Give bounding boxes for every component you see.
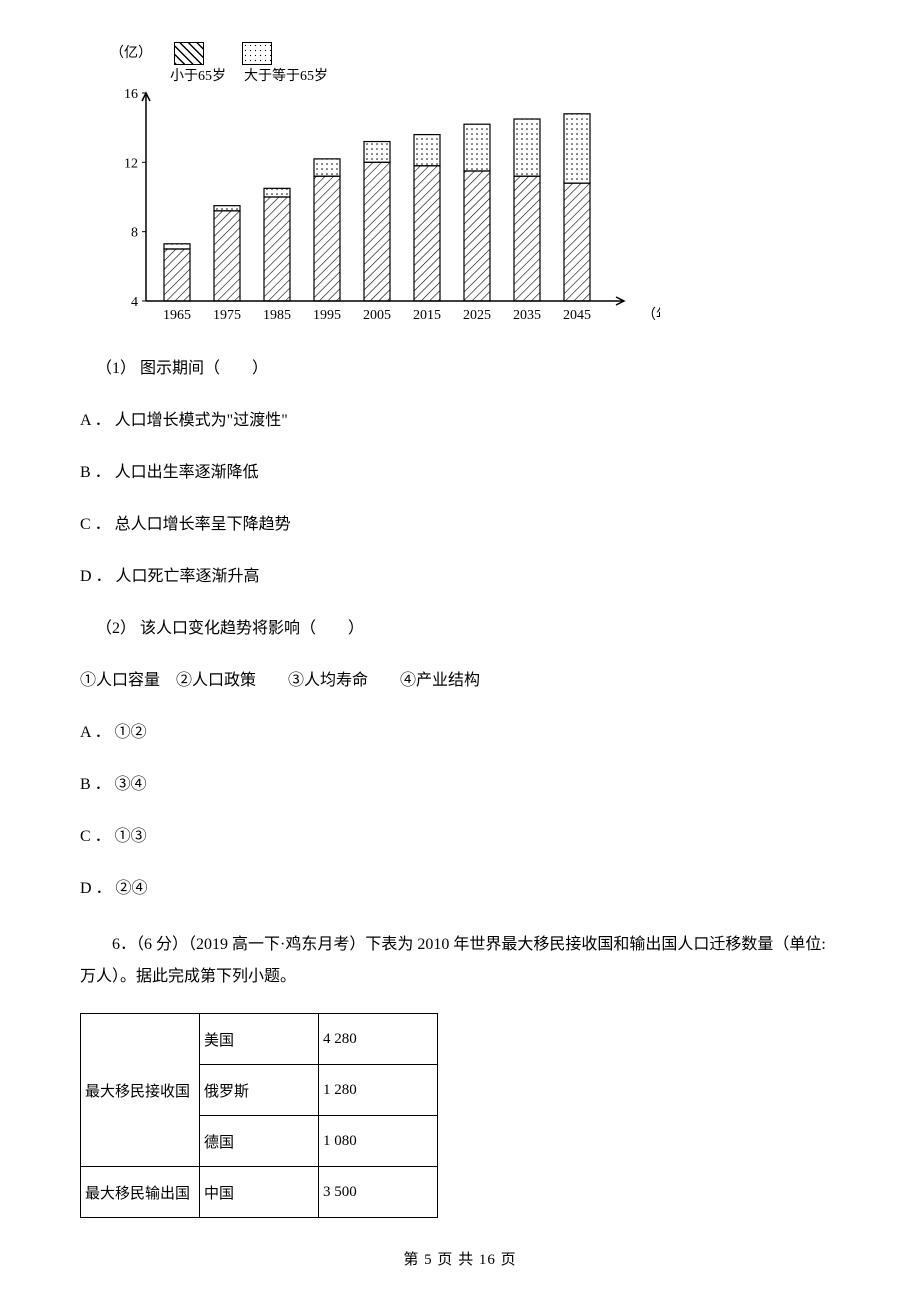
svg-text:1975: 1975 — [213, 308, 241, 323]
legend-swatch-under65 — [174, 42, 204, 65]
q2-option-b: B ． ③④ — [80, 773, 840, 797]
svg-text:12: 12 — [124, 156, 138, 171]
value-cell: 4 280 — [319, 1014, 438, 1065]
y-axis-label: （亿） — [110, 42, 152, 62]
svg-text:2005: 2005 — [363, 308, 391, 323]
svg-text:2015: 2015 — [413, 308, 441, 323]
migration-table: 最大移民接收国 美国 4 280 俄罗斯 1 280 德国 1 080 最大移民… — [80, 1013, 438, 1218]
svg-text:4: 4 — [131, 295, 138, 310]
svg-text:1965: 1965 — [163, 308, 191, 323]
svg-text:1995: 1995 — [313, 308, 341, 323]
group-cell-receivers: 最大移民接收国 — [81, 1014, 200, 1167]
svg-text:2045: 2045 — [563, 308, 591, 323]
svg-text:2025: 2025 — [463, 308, 491, 323]
svg-text:16: 16 — [124, 87, 138, 102]
q2-option-d: D ． ②④ — [80, 877, 840, 901]
country-cell: 俄罗斯 — [200, 1065, 319, 1116]
legend-label-over65: 大于等于65岁 — [244, 69, 328, 84]
q2-option-c: C ． ①③ — [80, 825, 840, 849]
country-cell: 美国 — [200, 1014, 319, 1065]
q1-option-a: A ． 人口增长模式为"过渡性" — [80, 409, 840, 433]
legend-swatch-over65 — [242, 42, 272, 65]
page-footer: 第 5 页 共 16 页 — [80, 1248, 840, 1269]
chart-legend: 小于65岁 大于等于65岁 — [160, 42, 840, 85]
value-cell: 1 080 — [319, 1116, 438, 1167]
q2-option-a: A ． ①② — [80, 721, 840, 745]
population-chart: （亿） 小于65岁 大于等于65岁 48121619651 — [100, 42, 840, 327]
question-1: （1） 图示期间（ ） A ． 人口增长模式为"过渡性" B ． 人口出生率逐渐… — [80, 357, 840, 589]
country-cell: 中国 — [200, 1167, 319, 1218]
q1-stem: （1） 图示期间（ ） — [80, 357, 840, 381]
legend-label-under65: 小于65岁 — [170, 69, 226, 84]
table-row: 最大移民接收国 美国 4 280 — [81, 1014, 438, 1065]
svg-text:1985: 1985 — [263, 308, 291, 323]
table-row: 最大移民输出国 中国 3 500 — [81, 1167, 438, 1218]
q1-option-c: C ． 总人口增长率呈下降趋势 — [80, 513, 840, 537]
q1-option-b: B ． 人口出生率逐渐降低 — [80, 461, 840, 485]
value-cell: 1 280 — [319, 1065, 438, 1116]
q2-stem: （2） 该人口变化趋势将影响（ ） — [80, 617, 840, 641]
question-2: （2） 该人口变化趋势将影响（ ） ①人口容量 ②人口政策 ③人均寿命 ④产业结… — [80, 617, 840, 901]
svg-text:8: 8 — [131, 226, 138, 241]
q1-option-d: D ． 人口死亡率逐渐升高 — [80, 565, 840, 589]
bar-chart-svg: 4 8 12 16 1965 1975 1985 1995 2005 2015 2025 2035 20… — [100, 87, 660, 327]
country-cell: 德国 — [200, 1116, 319, 1167]
group-cell-senders: 最大移民输出国 — [81, 1167, 200, 1218]
value-cell: 3 500 — [319, 1167, 438, 1218]
q6-intro: 6．（6 分）（2019 高一下·鸡东月考）下表为 2010 年世界最大移民接收… — [80, 929, 840, 993]
q2-items: ①人口容量 ②人口政策 ③人均寿命 ④产业结构 — [80, 669, 840, 693]
svg-text:2035: 2035 — [513, 308, 541, 323]
svg-text:（年）: （年） — [642, 307, 660, 323]
